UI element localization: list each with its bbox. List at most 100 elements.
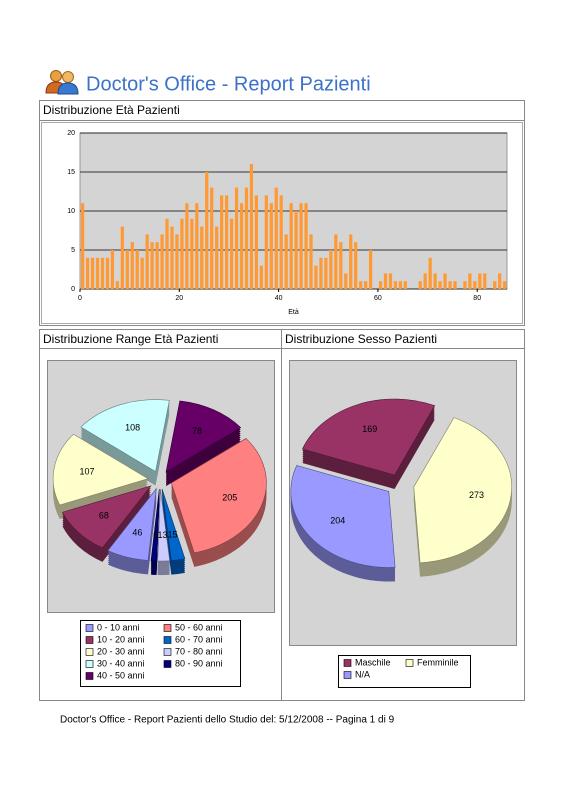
legend (80, 620, 241, 687)
bar (503, 281, 507, 289)
x-tick-label: 60 (374, 295, 382, 302)
bar (125, 250, 129, 289)
data-label: 68 (99, 511, 109, 521)
data-label: 169 (362, 424, 377, 434)
pie-slice (150, 489, 160, 562)
bar (393, 281, 398, 289)
bar (418, 281, 422, 289)
bar (364, 281, 368, 289)
bar (463, 281, 467, 289)
y-tick-label: 5 (71, 247, 75, 254)
pie-slice (157, 489, 171, 562)
data-label: 6 (153, 530, 158, 540)
bar (264, 195, 268, 289)
pie-slice (161, 488, 186, 561)
bar (428, 257, 432, 289)
data-label: 46 (132, 528, 142, 538)
legend-label: 10 - 20 anni (97, 634, 145, 644)
legend-swatch (85, 660, 94, 668)
bar (81, 203, 85, 289)
data-label: 108 (125, 422, 140, 432)
bar (115, 281, 119, 289)
bar (314, 265, 318, 289)
bar (175, 234, 179, 289)
legend (338, 655, 471, 688)
pie-slice (302, 398, 436, 476)
bar (368, 250, 373, 289)
bar (493, 281, 497, 289)
bar (423, 273, 427, 289)
bar (284, 234, 288, 289)
data-label: 204 (330, 516, 345, 526)
bar (160, 234, 164, 289)
bar (130, 242, 134, 289)
pie-slice (290, 465, 396, 568)
bar (205, 172, 209, 289)
bar (354, 242, 358, 289)
bar (244, 187, 249, 289)
bar (224, 195, 229, 289)
bar (210, 187, 214, 289)
bar (85, 257, 90, 289)
bar (329, 250, 333, 289)
y-tick-label: 0 (71, 286, 75, 293)
bar (140, 257, 144, 289)
bar (339, 242, 343, 289)
legend-label: 20 - 30 anni (97, 646, 145, 656)
legend-swatch (163, 636, 172, 644)
header-title: Doctor's Office - Report Pazienti (86, 73, 371, 95)
bar (349, 234, 353, 289)
header-icon (45, 70, 79, 95)
bar (443, 273, 447, 289)
data-label: 107 (80, 466, 95, 476)
bar (388, 273, 393, 289)
bar (239, 203, 244, 289)
x-tick-label: 20 (175, 295, 183, 302)
x-tick-label: 40 (275, 295, 283, 302)
bar (190, 218, 194, 289)
bar (254, 195, 259, 289)
bar (165, 218, 169, 289)
bar (483, 273, 487, 289)
pie-slice (413, 417, 513, 564)
legend-swatch (163, 624, 172, 632)
bar (289, 203, 293, 289)
x-tick-label: 0 (78, 295, 82, 302)
bar (468, 273, 472, 289)
legend-label: 50 - 60 anni (175, 622, 223, 632)
bar (155, 242, 159, 289)
bar (304, 203, 308, 289)
bar (145, 234, 149, 289)
bar (473, 281, 477, 289)
data-label: 13 (158, 530, 168, 540)
pie-slice (170, 438, 267, 554)
legend-label: 60 - 70 anni (175, 634, 223, 644)
pie-slice (52, 433, 149, 506)
bar (120, 226, 124, 289)
legend-swatch (85, 636, 94, 644)
y-tick-label: 15 (67, 169, 75, 176)
legend-swatch (85, 648, 94, 656)
legend-swatch (163, 648, 172, 656)
bar (269, 203, 273, 289)
bar (294, 211, 298, 289)
legend-label: Femminile (417, 657, 459, 667)
chart-title: Distribuzione Range Età Pazienti (43, 332, 218, 346)
bar (234, 187, 239, 289)
bar (309, 234, 313, 289)
bar (478, 273, 482, 289)
x-axis-label: Età (288, 309, 299, 316)
bar (299, 203, 303, 289)
bar (215, 226, 219, 289)
pie-slice (62, 485, 152, 549)
y-tick-label: 20 (67, 130, 75, 137)
bar (105, 257, 110, 289)
bar (383, 273, 388, 289)
bar (195, 203, 199, 289)
legend-swatch (85, 624, 94, 632)
bar (279, 195, 283, 289)
bar (378, 281, 383, 289)
data-label: 15 (168, 529, 178, 539)
data-label: 78 (192, 426, 202, 436)
bar (334, 234, 338, 289)
